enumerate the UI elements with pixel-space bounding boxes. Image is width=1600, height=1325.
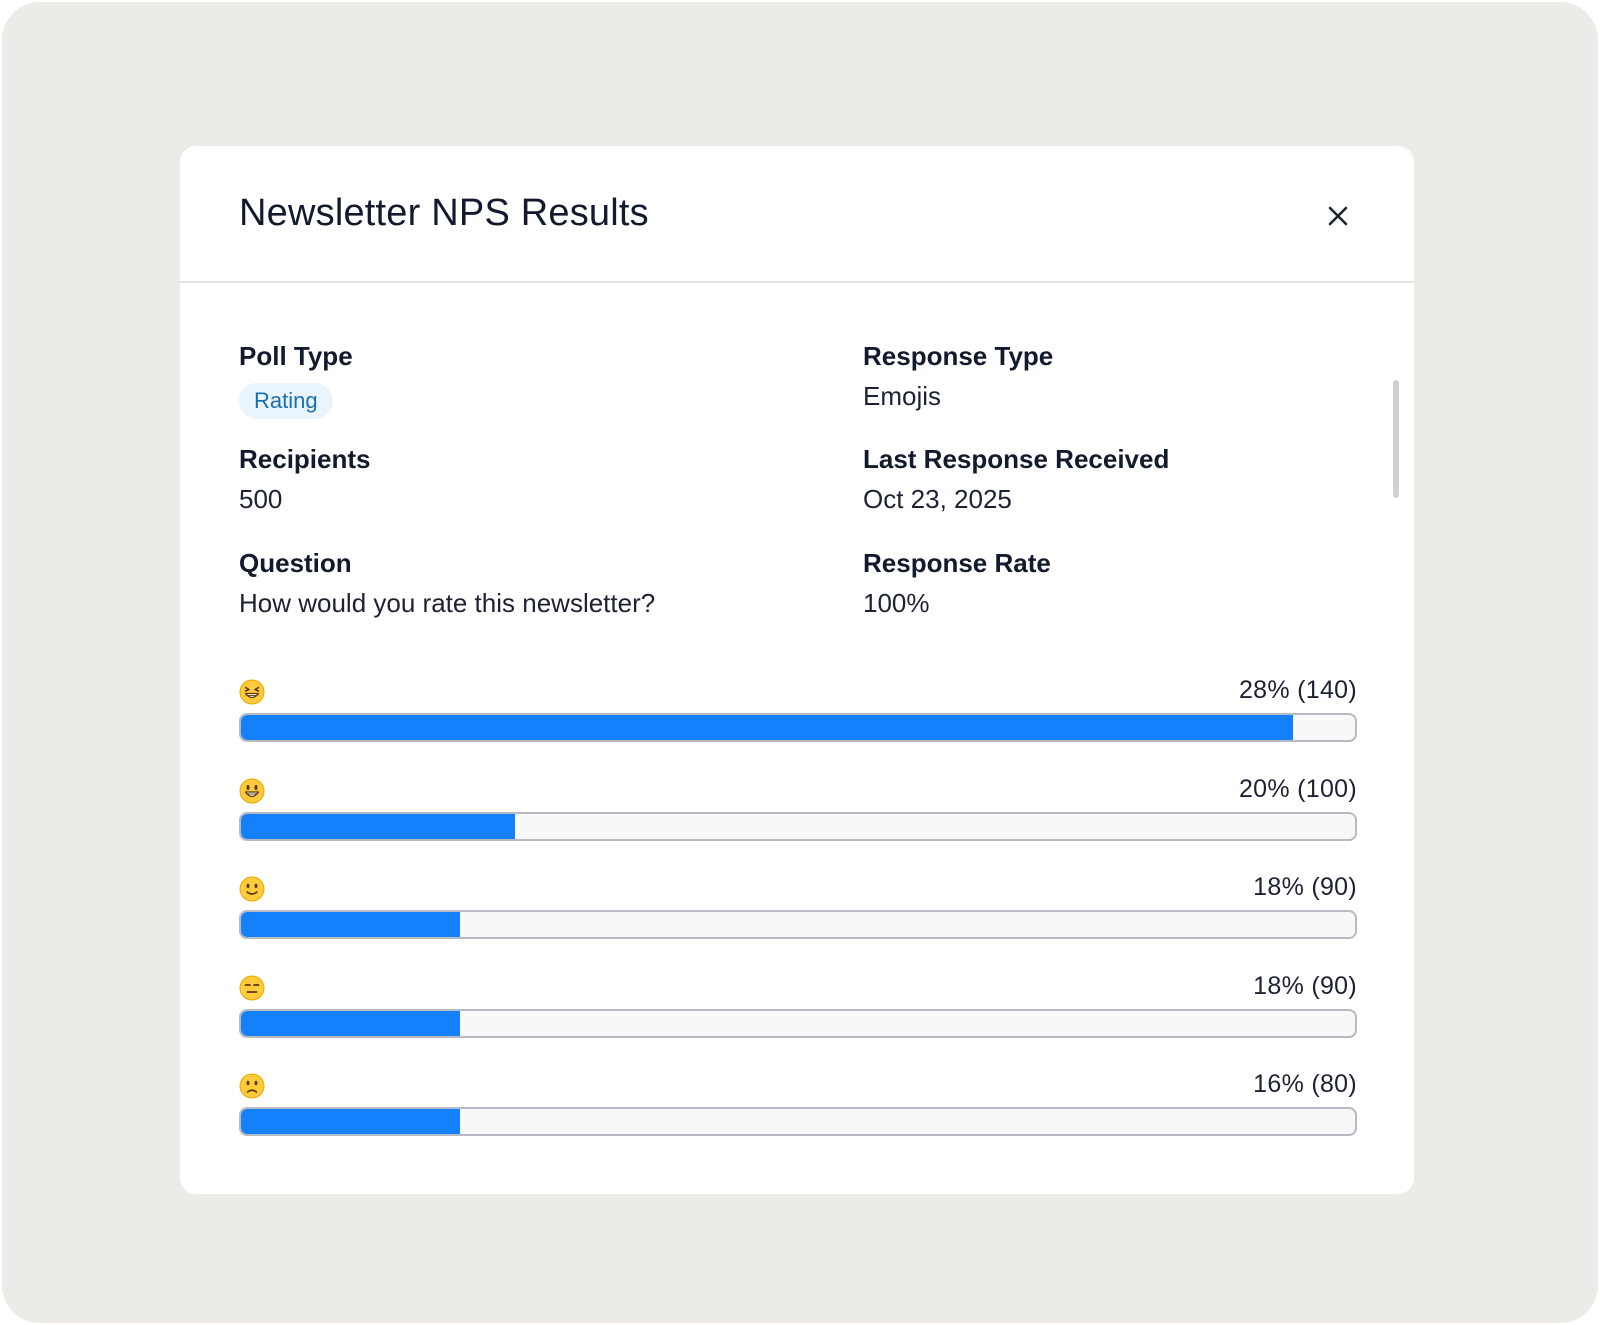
modal-header: Newsletter NPS Results: [180, 146, 1414, 283]
slightly-frowning-face-icon: [239, 1073, 265, 1099]
question-label: Question: [239, 548, 352, 578]
result-row: 20% (100): [239, 775, 1357, 856]
slightly-smiling-face-icon: [239, 876, 265, 902]
expressionless-face-icon: [239, 975, 265, 1001]
recipients-label: Recipients: [239, 444, 371, 474]
recipients-value: 500: [239, 484, 283, 514]
result-stat: 20% (100): [1238, 775, 1357, 803]
response-type-label: Response Type: [863, 341, 1054, 371]
result-stat: 16% (80): [1253, 1070, 1357, 1098]
last-response-value: Oct 23, 2025: [863, 484, 1012, 514]
result-bar-track: [239, 1009, 1357, 1038]
result-row: 18% (90): [239, 873, 1357, 954]
poll-type-badge: Rating: [239, 383, 333, 419]
response-rate-value: 100%: [863, 588, 930, 618]
result-bar-track: [239, 713, 1357, 742]
result-bar-fill: [241, 715, 1293, 740]
grinning-squinting-face-icon: [239, 679, 265, 705]
result-stat: 18% (90): [1253, 873, 1357, 901]
scrollbar-thumb[interactable]: [1393, 380, 1399, 498]
result-bar-fill: [241, 912, 461, 937]
result-row: 16% (80): [239, 1070, 1357, 1151]
grinning-face-icon: [239, 778, 265, 804]
question-value: How would you rate this newsletter?: [239, 588, 656, 618]
close-button[interactable]: [1322, 200, 1354, 232]
result-row: 18% (90): [239, 972, 1357, 1053]
poll-type-label: Poll Type: [239, 341, 353, 371]
result-stat: 18% (90): [1253, 972, 1357, 1000]
result-bar-fill: [241, 1011, 461, 1036]
result-stat: 28% (140): [1238, 676, 1357, 704]
response-rate-label: Response Rate: [863, 548, 1051, 578]
result-bar-fill: [241, 1109, 461, 1134]
response-type-value: Emojis: [863, 381, 942, 411]
last-response-label: Last Response Received: [863, 444, 1170, 474]
result-bar-track: [239, 910, 1357, 939]
result-bar-track: [239, 812, 1357, 841]
close-icon: [1328, 206, 1348, 226]
results-modal: Newsletter NPS Results Poll Type Rating …: [180, 146, 1414, 1194]
result-row: 28% (140): [239, 676, 1357, 757]
modal-title: Newsletter NPS Results: [239, 192, 649, 234]
result-bar-track: [239, 1107, 1357, 1136]
result-bar-fill: [241, 814, 516, 839]
